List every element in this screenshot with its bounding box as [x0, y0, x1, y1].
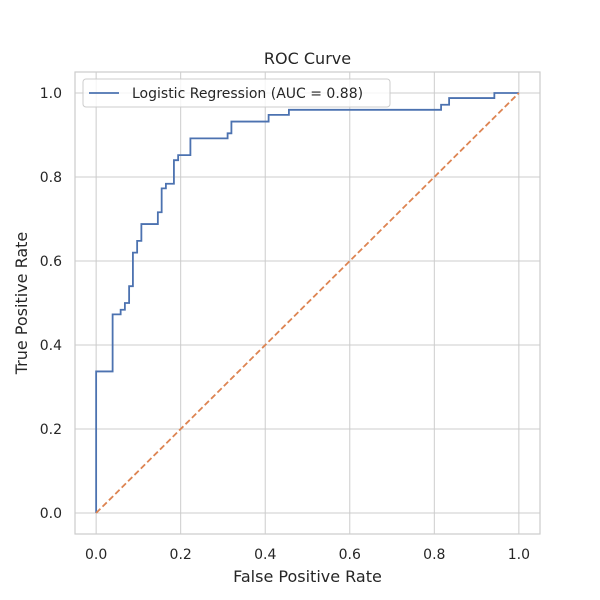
y-axis-label: True Positive Rate [12, 232, 31, 376]
y-tick-label: 0.4 [40, 338, 62, 354]
y-tick-label: 0.0 [40, 506, 62, 522]
y-tick-label: 0.6 [40, 254, 62, 270]
y-tick-label: 1.0 [40, 86, 62, 102]
x-tick-label: 1.0 [508, 547, 530, 563]
y-tick-labels: 0.0 0.2 0.4 0.6 0.8 1.0 [40, 86, 62, 522]
plot-frame [74, 71, 541, 535]
roc-curve-line [95, 92, 519, 513]
x-tick-label: 0.4 [254, 547, 276, 563]
legend-box [82, 78, 391, 108]
x-tick-label: 0.0 [85, 547, 107, 563]
x-tick-label: 0.6 [339, 547, 361, 563]
legend: Logistic Regression (AUC = 0.88) [82, 78, 391, 108]
y-tick-label: 0.2 [40, 422, 62, 438]
grid [75, 72, 540, 534]
x-tick-label: 0.8 [423, 547, 445, 563]
series-layer [95, 92, 520, 514]
legend-label-logistic-regression: Logistic Regression (AUC = 0.88) [132, 86, 363, 102]
x-tick-labels: 0.0 0.2 0.4 0.6 0.8 1.0 [85, 547, 530, 563]
chance-diagonal-line [95, 92, 520, 514]
x-tick-label: 0.2 [170, 547, 192, 563]
chart-title: ROC Curve [264, 49, 351, 68]
x-axis-label: False Positive Rate [233, 567, 382, 586]
y-tick-label: 0.8 [40, 170, 62, 186]
